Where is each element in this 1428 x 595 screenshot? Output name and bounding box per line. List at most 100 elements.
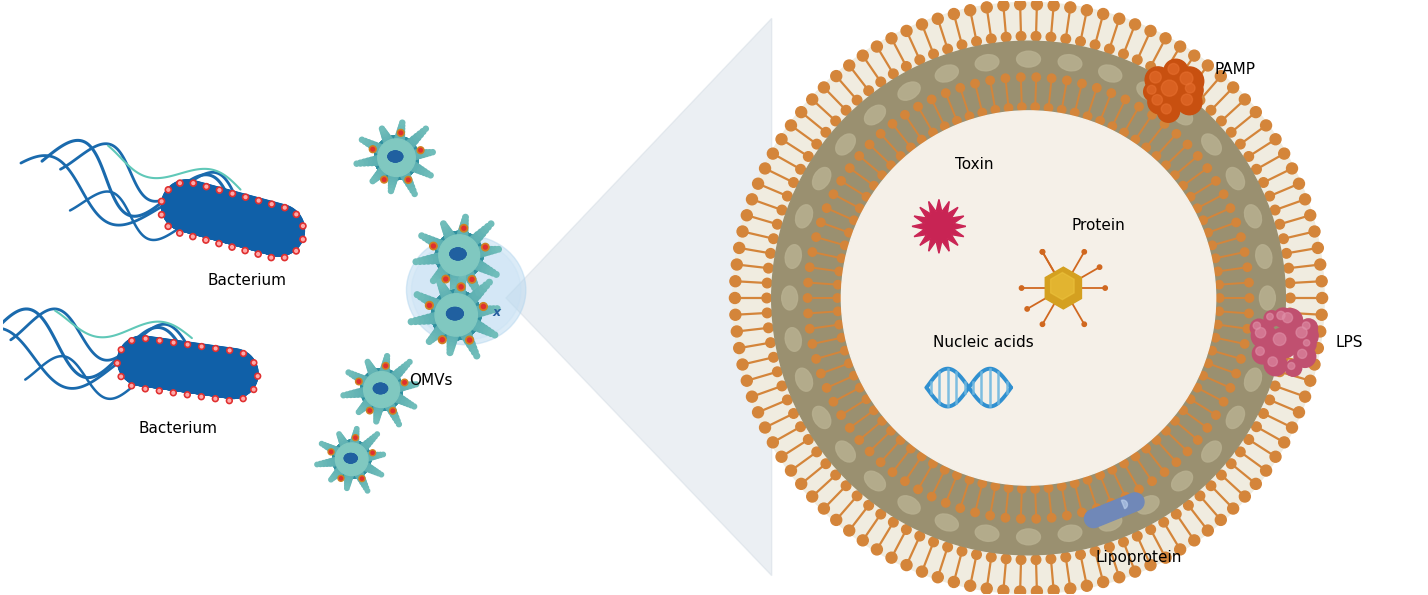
Circle shape (1001, 513, 1010, 522)
Circle shape (1204, 164, 1211, 173)
Circle shape (177, 230, 183, 236)
Circle shape (1265, 192, 1274, 201)
Circle shape (200, 345, 203, 348)
Ellipse shape (785, 245, 801, 268)
Circle shape (1237, 233, 1245, 241)
Circle shape (888, 518, 898, 527)
Circle shape (447, 343, 454, 350)
Circle shape (431, 290, 481, 340)
Circle shape (1294, 346, 1315, 367)
Circle shape (831, 515, 841, 525)
Circle shape (1150, 71, 1161, 83)
Circle shape (888, 69, 898, 79)
Ellipse shape (374, 384, 387, 393)
Circle shape (1075, 37, 1085, 46)
Circle shape (917, 566, 927, 577)
Circle shape (888, 468, 897, 477)
Circle shape (460, 273, 466, 278)
Text: Nucleic acids: Nucleic acids (934, 335, 1034, 350)
Circle shape (484, 247, 493, 255)
Ellipse shape (344, 453, 357, 463)
Circle shape (458, 228, 468, 239)
Circle shape (394, 369, 403, 377)
Ellipse shape (1244, 368, 1261, 392)
Circle shape (1215, 294, 1224, 302)
Circle shape (834, 307, 843, 315)
Circle shape (914, 102, 922, 111)
Circle shape (333, 440, 371, 478)
Circle shape (927, 95, 935, 104)
Circle shape (406, 180, 413, 187)
Circle shape (1241, 340, 1250, 348)
Polygon shape (120, 341, 256, 398)
Circle shape (971, 508, 980, 516)
Polygon shape (161, 180, 304, 256)
Circle shape (1172, 458, 1181, 466)
Circle shape (928, 129, 937, 137)
Circle shape (361, 369, 403, 411)
Circle shape (941, 122, 950, 130)
Circle shape (363, 485, 368, 490)
Circle shape (887, 427, 895, 435)
Circle shape (370, 467, 377, 474)
Circle shape (114, 360, 120, 366)
Circle shape (467, 275, 476, 284)
Ellipse shape (451, 249, 466, 259)
Text: Bacterium: Bacterium (139, 421, 217, 436)
Circle shape (476, 292, 481, 298)
Circle shape (763, 293, 771, 303)
Circle shape (1144, 82, 1164, 102)
Circle shape (283, 206, 286, 209)
Circle shape (1048, 513, 1055, 522)
Circle shape (981, 2, 992, 13)
Circle shape (340, 440, 348, 448)
Circle shape (173, 342, 176, 344)
Circle shape (354, 468, 363, 477)
Circle shape (344, 475, 353, 483)
Circle shape (437, 279, 443, 285)
Circle shape (1145, 560, 1157, 571)
Circle shape (1180, 181, 1187, 190)
Circle shape (130, 339, 133, 342)
Circle shape (488, 330, 494, 336)
Circle shape (1275, 367, 1284, 377)
Circle shape (1120, 459, 1128, 468)
Ellipse shape (450, 248, 466, 259)
Circle shape (413, 192, 417, 196)
Circle shape (965, 5, 975, 15)
Circle shape (1194, 436, 1202, 444)
Circle shape (1171, 77, 1181, 87)
Circle shape (430, 333, 437, 341)
Circle shape (300, 236, 306, 243)
Ellipse shape (898, 82, 920, 100)
Circle shape (1200, 216, 1207, 224)
Circle shape (1278, 352, 1288, 362)
Circle shape (340, 439, 347, 446)
Circle shape (1278, 437, 1289, 448)
Circle shape (451, 268, 461, 279)
Circle shape (333, 440, 371, 478)
Circle shape (186, 393, 188, 396)
Circle shape (398, 367, 406, 374)
Circle shape (431, 290, 481, 340)
Circle shape (373, 469, 378, 475)
Ellipse shape (1137, 82, 1160, 100)
Circle shape (227, 397, 233, 403)
Circle shape (741, 210, 753, 221)
Circle shape (333, 440, 371, 478)
Circle shape (441, 292, 453, 303)
Circle shape (361, 369, 403, 411)
Circle shape (1202, 525, 1214, 536)
Circle shape (464, 296, 476, 307)
Circle shape (985, 512, 994, 520)
Circle shape (1285, 360, 1302, 376)
Circle shape (965, 580, 975, 591)
Circle shape (228, 399, 231, 402)
Circle shape (1095, 471, 1104, 480)
Circle shape (374, 413, 380, 419)
Circle shape (1298, 349, 1307, 358)
Circle shape (1148, 477, 1157, 486)
Polygon shape (161, 181, 304, 256)
Circle shape (361, 403, 368, 410)
Circle shape (450, 285, 457, 292)
